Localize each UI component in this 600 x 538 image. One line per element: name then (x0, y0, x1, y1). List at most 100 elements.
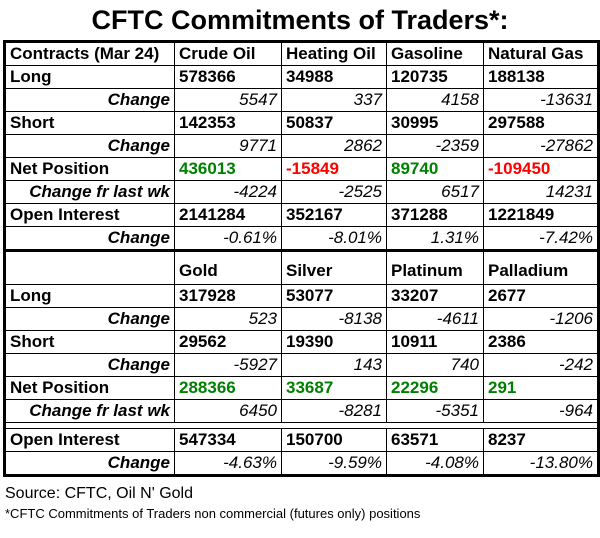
change-cell: 14231 (483, 180, 599, 204)
table-row-change: Change -5927 143 740 -242 (4, 353, 599, 377)
change-cell: -242 (483, 353, 599, 377)
header-cell-gasoline: Gasoline (386, 41, 484, 66)
change-cell: -2359 (386, 134, 484, 158)
change-cell: -2525 (281, 180, 387, 204)
header-cell-platinum: Platinum (386, 249, 484, 285)
row-label: Net Position (4, 157, 175, 181)
row-label: Long (4, 65, 175, 89)
change-cell: -27862 (483, 134, 599, 158)
table-row-net-position: Net Position 436013 -15849 89740 -109450 (4, 157, 599, 181)
table-row-open-interest: Open Interest 2141284 352167 371288 1221… (4, 203, 599, 227)
row-label: Change (4, 88, 175, 112)
value-cell: 142353 (174, 111, 282, 135)
change-cell: 523 (174, 307, 282, 331)
table-row-change-pct: Change -0.61% -8.01% 1.31% -7.42% (4, 226, 599, 251)
net-value-cell: 89740 (386, 157, 484, 181)
change-cell: 6517 (386, 180, 484, 204)
source-line: Source: CFTC, Oil N' Gold (5, 485, 193, 502)
row-label: Change (4, 307, 175, 331)
table-row-open-interest: Open Interest 547334 150700 63571 8237 (4, 428, 599, 452)
value-cell: 547334 (174, 428, 282, 452)
header-cell-palladium: Palladium (483, 249, 599, 285)
value-cell: 2386 (483, 330, 599, 354)
value-cell: 50837 (281, 111, 387, 135)
change-cell: -4.08% (386, 451, 484, 476)
table-row-change-fr-last-wk: Change fr last wk 6450 -8281 -5351 -964 (4, 399, 599, 423)
table-row-net-position: Net Position 288366 33687 22296 291 (4, 376, 599, 400)
net-value-cell: 288366 (174, 376, 282, 400)
footnote-line: *CFTC Commitments of Traders non commerc… (5, 506, 421, 521)
change-cell: 6450 (174, 399, 282, 423)
value-cell: 34988 (281, 65, 387, 89)
row-label: Change (4, 353, 175, 377)
change-cell: -964 (483, 399, 599, 423)
table-row-short: Short 29562 19390 10911 2386 (4, 330, 599, 354)
change-cell: -13.80% (483, 451, 599, 476)
header-cell-heating-oil: Heating Oil (281, 41, 387, 66)
table-row-change: Change 5547 337 4158 -13631 (4, 88, 599, 112)
header-cell-silver: Silver (281, 249, 387, 285)
value-cell: 371288 (386, 203, 484, 227)
header-cell-gold: Gold (174, 249, 282, 285)
header-cell-blank (4, 249, 175, 285)
table-row-long: Long 317928 53077 33207 2677 (4, 284, 599, 308)
table-row-change: Change 523 -8138 -4611 -1206 (4, 307, 599, 331)
net-value-cell: 436013 (174, 157, 282, 181)
value-cell: 297588 (483, 111, 599, 135)
value-cell: 317928 (174, 284, 282, 308)
change-cell: 9771 (174, 134, 282, 158)
row-label: Short (4, 330, 175, 354)
value-cell: 63571 (386, 428, 484, 452)
change-cell: 143 (281, 353, 387, 377)
table-row-long: Long 578366 34988 120735 188138 (4, 65, 599, 89)
change-cell: 4158 (386, 88, 484, 112)
table-row-change: Change 9771 2862 -2359 -27862 (4, 134, 599, 158)
table-row-change-fr-last-wk: Change fr last wk -4224 -2525 6517 14231 (4, 180, 599, 204)
net-value-cell: -15849 (281, 157, 387, 181)
value-cell: 1221849 (483, 203, 599, 227)
change-cell: -4611 (386, 307, 484, 331)
value-cell: 29562 (174, 330, 282, 354)
value-cell: 150700 (281, 428, 387, 452)
row-label: Net Position (4, 376, 175, 400)
row-label: Open Interest (4, 203, 175, 227)
change-cell: -13631 (483, 88, 599, 112)
change-cell: -4.63% (174, 451, 282, 476)
change-cell: 337 (281, 88, 387, 112)
row-label: Change (4, 451, 175, 476)
value-cell: 33207 (386, 284, 484, 308)
change-cell: -8281 (281, 399, 387, 423)
change-cell: 5547 (174, 88, 282, 112)
value-cell: 53077 (281, 284, 387, 308)
table-row-short: Short 142353 50837 30995 297588 (4, 111, 599, 135)
page-title: CFTC Commitments of Traders*: (91, 5, 509, 35)
change-cell: -5927 (174, 353, 282, 377)
net-value-cell: 291 (483, 376, 599, 400)
row-label: Change fr last wk (4, 180, 175, 204)
header-cell-crude-oil: Crude Oil (174, 41, 282, 66)
change-cell: -7.42% (483, 226, 599, 251)
section2-header-row: Gold Silver Platinum Palladium (4, 249, 599, 285)
row-label: Long (4, 284, 175, 308)
row-label: Short (4, 111, 175, 135)
row-label: Change (4, 134, 175, 158)
row-label: Change fr last wk (4, 399, 175, 423)
change-cell: -5351 (386, 399, 484, 423)
value-cell: 2141284 (174, 203, 282, 227)
value-cell: 2677 (483, 284, 599, 308)
change-cell: -8.01% (281, 226, 387, 251)
row-label: Open Interest (4, 428, 175, 452)
value-cell: 120735 (386, 65, 484, 89)
value-cell: 578366 (174, 65, 282, 89)
value-cell: 352167 (281, 203, 387, 227)
change-cell: 740 (386, 353, 484, 377)
change-cell: 2862 (281, 134, 387, 158)
value-cell: 19390 (281, 330, 387, 354)
change-cell: -8138 (281, 307, 387, 331)
change-cell: -9.59% (281, 451, 387, 476)
row-label: Change (4, 226, 175, 251)
value-cell: 188138 (483, 65, 599, 89)
net-value-cell: 33687 (281, 376, 387, 400)
change-cell: -0.61% (174, 226, 282, 251)
value-cell: 10911 (386, 330, 484, 354)
